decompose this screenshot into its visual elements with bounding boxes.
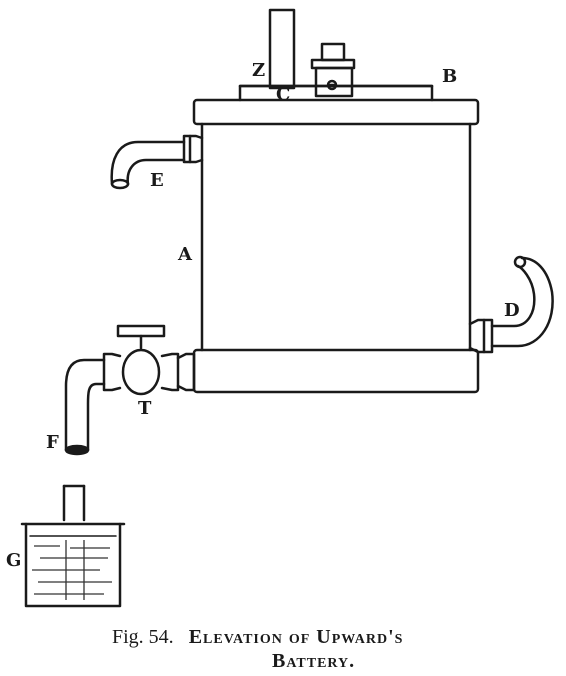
label-e: E (150, 170, 164, 191)
figure-caption-line1: Fig. 54. Elevation of Upward's (112, 626, 403, 649)
pipe-f (64, 358, 106, 456)
figure-title-line1: Elevation of Upward's (188, 626, 404, 648)
collecting-jar-g (20, 484, 126, 608)
cell-body (200, 122, 472, 352)
figure-caption-line2: Battery. (272, 650, 355, 673)
label-t: T (138, 398, 152, 419)
jar-liquid (32, 540, 112, 600)
tap-t (102, 324, 196, 396)
label-f: F (46, 432, 59, 453)
label-d: D (504, 300, 520, 321)
figure-title-line2: Battery. (272, 650, 356, 672)
pipe-d (468, 255, 554, 354)
label-z: Z (252, 60, 265, 81)
cell-lid (192, 98, 480, 126)
base-trough (192, 348, 480, 394)
label-b: B (442, 66, 457, 87)
label-c: C (276, 84, 290, 105)
pipe-e (110, 134, 204, 190)
binding-screw (310, 42, 356, 98)
figure-number: Fig. 54. (112, 626, 174, 648)
label-g: G (6, 550, 21, 571)
zinc-rod (268, 8, 296, 90)
label-a: A (177, 244, 193, 265)
